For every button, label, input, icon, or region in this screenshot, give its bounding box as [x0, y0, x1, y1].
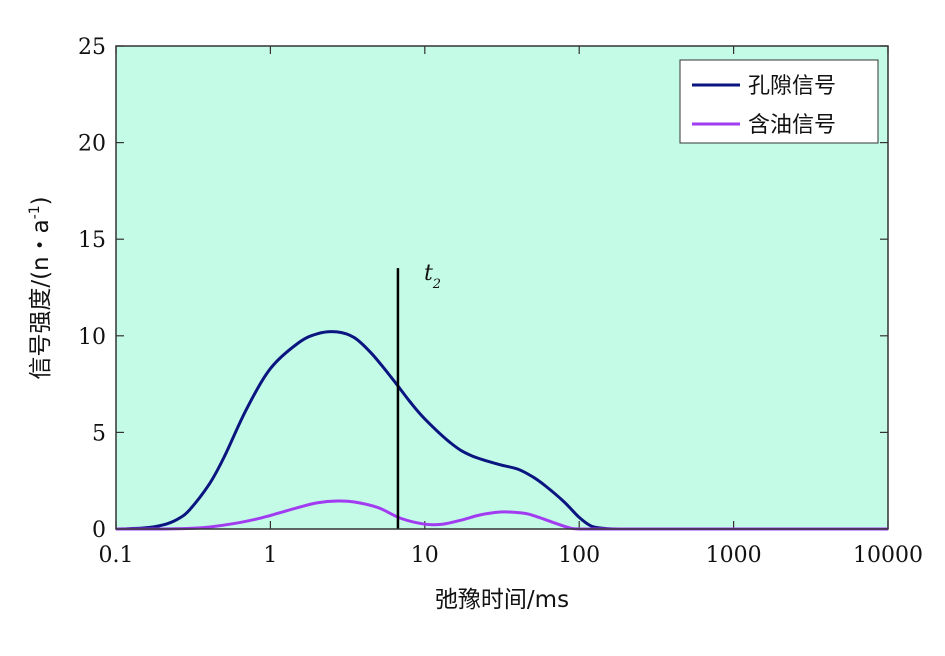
x-tick-label: 10 — [411, 543, 439, 568]
x-tick-label: 100 — [558, 543, 600, 568]
x-tick-label: 1000 — [706, 543, 762, 568]
t2-label-main: t — [424, 261, 433, 286]
y-axis-title: 信号强度/(n・a-1) — [27, 196, 54, 379]
y-tick-label: 15 — [78, 228, 106, 253]
y-axis-title-superscript: -1 — [27, 205, 43, 219]
y-tick-label: 20 — [78, 132, 106, 157]
x-axis-title: 弛豫时间/ms — [435, 587, 569, 613]
legend-label-oil: 含油信号 — [748, 113, 836, 138]
x-tick-label: 0.1 — [99, 543, 134, 568]
y-tick-label: 25 — [78, 35, 106, 60]
y-axis-title-suffix: ) — [28, 196, 54, 205]
y-tick-label: 10 — [78, 325, 106, 350]
series-layer — [115, 330, 888, 531]
legend-label-pore: 孔隙信号 — [748, 74, 836, 99]
annotation-layer: t2 — [396, 261, 441, 529]
ticks-layer: 0.1 1 10 100 1000 10000 0 5 10 15 20 25 — [78, 35, 923, 568]
t2-label-subscript: 2 — [432, 277, 441, 292]
y-axis-title-main: 信号强度/(n・a — [28, 219, 54, 379]
x-tick-label: 1 — [263, 543, 277, 568]
series-line-oil-signal — [116, 499, 888, 531]
legend: 孔隙信号 含油信号 — [679, 59, 879, 144]
y-tick-label: 0 — [92, 518, 106, 543]
plot-frame — [115, 45, 889, 530]
x-tick-label: 10000 — [853, 543, 923, 568]
legend-box — [679, 59, 879, 144]
t2-label: t2 — [424, 261, 441, 292]
y-tick-label: 5 — [92, 421, 106, 446]
